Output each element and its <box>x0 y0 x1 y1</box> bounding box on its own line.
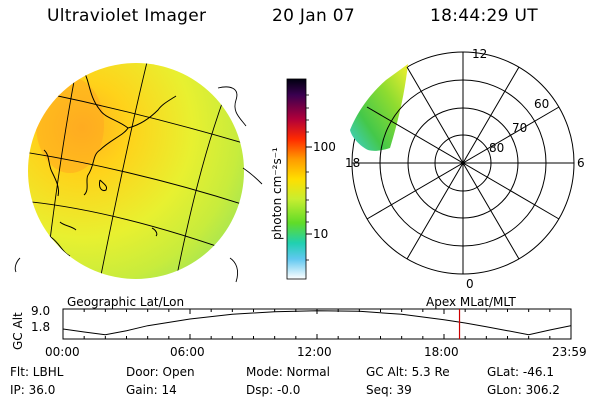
colorbar-tick-100: 100 <box>313 140 336 154</box>
polar-label: Apex MLat/MLT <box>426 295 516 309</box>
status-gain: Gain: 14 <box>126 383 177 397</box>
globe-label: Geographic Lat/Lon <box>67 295 185 309</box>
altitude-curve <box>63 310 571 336</box>
mlt-label-6: 6 <box>577 156 585 170</box>
mlt-label-0: 0 <box>466 277 474 291</box>
lat-label-80: 80 <box>489 141 505 155</box>
xtick-1200: 12:00 <box>297 345 332 359</box>
altitude-ytick-1-8: 1.8 <box>31 320 51 334</box>
mlt-label-12: 12 <box>472 47 488 61</box>
xtick-1800: 18:00 <box>424 345 459 359</box>
altitude-ylabel: GC Alt <box>11 312 25 350</box>
lat-label-70: 70 <box>512 121 528 135</box>
status-glat: GLat: -46.1 <box>487 365 554 379</box>
aurora-oval <box>350 64 408 151</box>
instrument-title: Ultraviolet Imager <box>47 6 207 26</box>
xtick-2359: 23:59 <box>552 345 587 359</box>
altitude-ytick-9: 9.0 <box>31 304 51 318</box>
status-ip: IP: 36.0 <box>10 383 56 397</box>
status-seq: Seq: 39 <box>366 383 412 397</box>
status-mode: Mode: Normal <box>246 365 330 379</box>
status-gc-alt: GC Alt: 5.3 Re <box>366 365 450 379</box>
colorbar <box>286 78 312 280</box>
status-glon: GLon: 306.2 <box>487 383 560 397</box>
status-dsp: Dsp: -0.0 <box>246 383 301 397</box>
xtick-0000: 00:00 <box>45 345 80 359</box>
colorbar-unit-label: photon cm⁻²s⁻¹ <box>270 147 284 240</box>
lat-label-60: 60 <box>534 97 550 111</box>
colorbar-tick-10: 10 <box>313 227 329 241</box>
globe-image <box>14 63 263 283</box>
status-door: Door: Open <box>126 365 195 379</box>
polar-plot <box>350 51 575 275</box>
image-date: 20 Jan 07 <box>272 6 355 26</box>
image-time: 18:44:29 UT <box>430 6 538 26</box>
altitude-plot <box>62 308 572 340</box>
mlt-label-18: 18 <box>345 156 361 170</box>
xtick-0600: 06:00 <box>170 345 205 359</box>
status-filter: Flt: LBHL <box>10 365 64 379</box>
